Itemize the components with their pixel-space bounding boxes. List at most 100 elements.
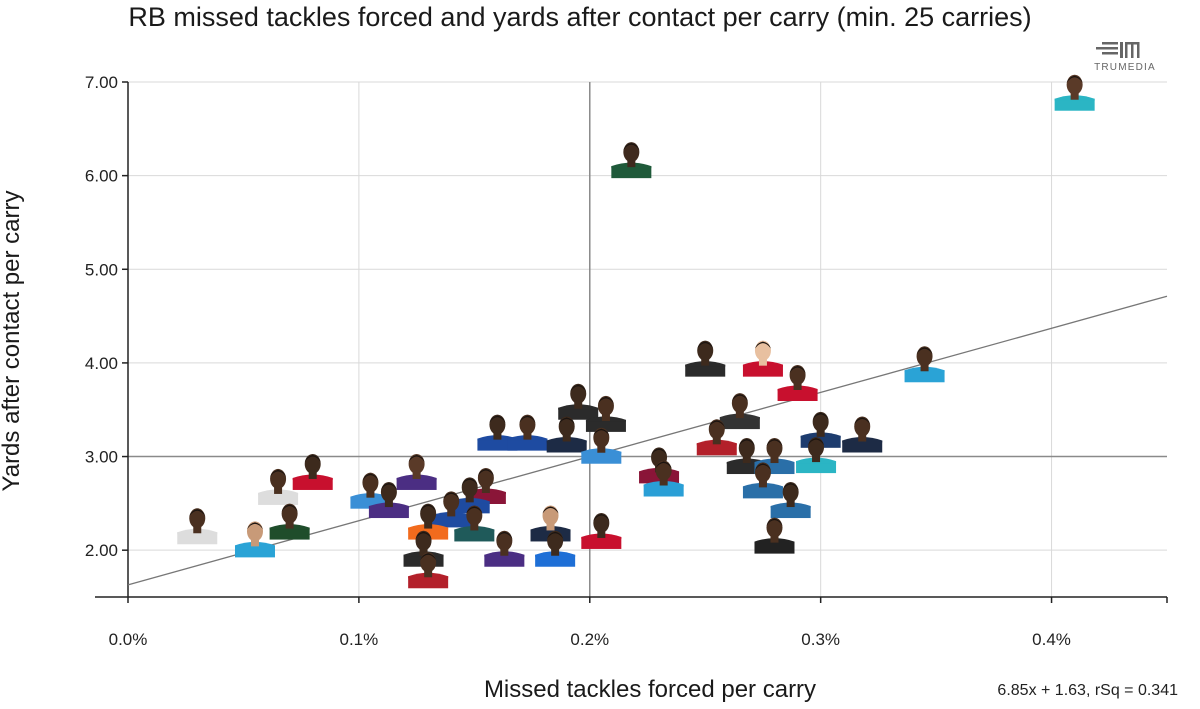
y-tick-label: 5.00 bbox=[85, 260, 118, 279]
jersey-shape bbox=[754, 541, 795, 554]
head-shape bbox=[789, 365, 806, 385]
head-shape bbox=[708, 419, 725, 440]
head-shape bbox=[420, 503, 437, 524]
hair-shape bbox=[558, 417, 575, 425]
chart-title: RB missed tackles forced and yards after… bbox=[128, 2, 1032, 32]
hair-shape bbox=[519, 415, 536, 423]
neck-shape bbox=[308, 471, 317, 479]
jersey-shape bbox=[696, 443, 737, 456]
neck-shape bbox=[758, 358, 767, 366]
neck-shape bbox=[500, 548, 509, 556]
jersey-shape bbox=[581, 451, 622, 464]
player-headshot-point bbox=[535, 530, 576, 567]
jersey-shape bbox=[546, 440, 587, 453]
y-axis-label: Yards after contact per carry bbox=[0, 190, 25, 492]
jersey-shape bbox=[742, 364, 783, 377]
jersey-shape bbox=[507, 438, 548, 451]
jersey-shape bbox=[581, 536, 622, 549]
jersey-shape bbox=[234, 545, 275, 558]
head-shape bbox=[477, 468, 494, 488]
logo-text: TRUMEDIA bbox=[1094, 62, 1156, 73]
hair-shape bbox=[808, 438, 825, 446]
player-headshot-point bbox=[754, 517, 795, 554]
head-shape bbox=[766, 517, 783, 538]
player-headshot-point bbox=[234, 521, 275, 558]
y-tick-label: 4.00 bbox=[85, 354, 118, 373]
player-headshot-point bbox=[770, 482, 811, 519]
hair-shape bbox=[570, 384, 587, 392]
jersey-shape bbox=[904, 370, 945, 383]
head-shape bbox=[766, 438, 783, 459]
hair-shape bbox=[593, 513, 610, 521]
neck-shape bbox=[920, 364, 929, 372]
head-shape bbox=[731, 393, 748, 414]
player-headshot-point bbox=[454, 505, 495, 542]
player-headshot-point bbox=[581, 512, 622, 549]
player-headshot-point bbox=[477, 414, 518, 451]
player-headshot-point bbox=[269, 503, 310, 540]
jersey-shape bbox=[770, 506, 811, 519]
hair-shape bbox=[766, 518, 783, 526]
head-shape bbox=[281, 503, 298, 524]
hair-shape bbox=[380, 483, 397, 491]
head-shape bbox=[558, 416, 575, 437]
neck-shape bbox=[858, 434, 867, 442]
hair-shape bbox=[189, 509, 206, 517]
head-shape bbox=[597, 395, 614, 416]
neck-shape bbox=[701, 358, 710, 366]
head-shape bbox=[547, 530, 564, 551]
neck-shape bbox=[1070, 92, 1079, 100]
hair-shape bbox=[738, 439, 755, 447]
jersey-shape bbox=[742, 486, 783, 499]
neck-shape bbox=[742, 456, 751, 464]
neck-shape bbox=[412, 471, 421, 479]
head-shape bbox=[466, 505, 483, 526]
hair-shape bbox=[916, 347, 933, 355]
neck-shape bbox=[274, 486, 283, 494]
hair-shape bbox=[461, 478, 478, 486]
y-tick-label: 3.00 bbox=[85, 448, 118, 467]
x-tick-label: 0.3% bbox=[801, 630, 840, 649]
head-shape bbox=[593, 512, 610, 533]
player-headshot-point bbox=[396, 453, 437, 490]
regression-label: 6.85x + 1.63, rSq = 0.341 bbox=[997, 682, 1178, 699]
player-headshot-point bbox=[507, 414, 548, 451]
neck-shape bbox=[481, 486, 490, 493]
player-headshot-point bbox=[368, 482, 409, 519]
hair-shape bbox=[651, 448, 668, 456]
head-shape bbox=[420, 552, 437, 573]
hair-shape bbox=[731, 394, 748, 402]
neck-shape bbox=[250, 539, 259, 547]
neck-shape bbox=[546, 523, 555, 531]
neck-shape bbox=[786, 500, 795, 508]
jersey-shape bbox=[177, 532, 218, 545]
neck-shape bbox=[470, 523, 479, 531]
head-shape bbox=[443, 491, 460, 512]
hair-shape bbox=[593, 428, 610, 436]
jersey-shape bbox=[396, 477, 437, 490]
neck-shape bbox=[793, 383, 802, 390]
hair-shape bbox=[623, 143, 640, 151]
jersey-shape bbox=[535, 554, 576, 567]
hair-shape bbox=[854, 417, 871, 425]
player-headshot-point bbox=[292, 453, 333, 490]
player-headshot-point bbox=[484, 530, 525, 567]
neck-shape bbox=[735, 411, 744, 419]
jersey-shape bbox=[777, 389, 818, 401]
player-headshot-point bbox=[611, 142, 652, 179]
hair-shape bbox=[415, 531, 432, 539]
head-shape bbox=[542, 505, 559, 526]
head-shape bbox=[812, 411, 829, 432]
hair-shape bbox=[597, 396, 614, 404]
hair-shape bbox=[708, 420, 725, 428]
neck-shape bbox=[812, 455, 821, 463]
head-shape bbox=[461, 477, 478, 498]
player-headshot-point bbox=[742, 462, 783, 499]
head-shape bbox=[754, 340, 771, 361]
hair-shape bbox=[420, 504, 437, 512]
y-tick-label: 6.00 bbox=[85, 167, 118, 186]
jersey-shape bbox=[585, 419, 626, 432]
hair-shape bbox=[420, 553, 437, 561]
y-tick-label: 2.00 bbox=[85, 541, 118, 560]
neck-shape bbox=[523, 432, 532, 440]
